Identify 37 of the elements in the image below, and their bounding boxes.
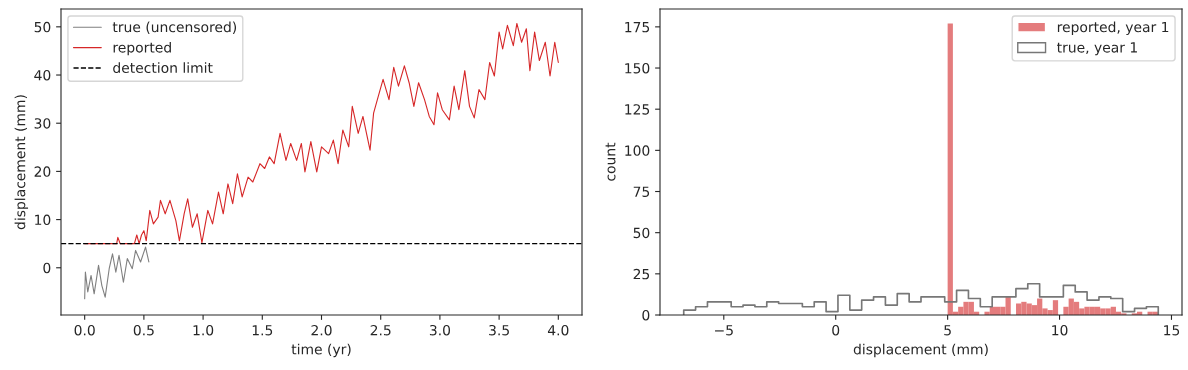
x-tick-label: 2.0 (311, 324, 332, 336)
y-tick-label: 30 (34, 118, 51, 129)
y-tick-label: 75 (633, 186, 650, 197)
legend-label: true, year 1 (1057, 42, 1137, 56)
x-tick-label: 0.5 (133, 324, 154, 336)
y-tick-label: 175 (625, 22, 650, 33)
x-tick-label: 2.5 (370, 324, 391, 336)
x-axis-title: displacement (mm) (853, 343, 988, 358)
x-tick-label: 10 (1052, 324, 1068, 336)
y-tick-label: 10 (35, 214, 51, 226)
y-tick-label: 125 (625, 104, 650, 115)
y-axis-title: count (605, 142, 616, 181)
y-tick-label: 50 (633, 227, 650, 239)
y-tick-label: 20 (34, 166, 51, 177)
x-tick-label: 3.5 (489, 324, 509, 336)
legend-label: true (uncensored) (112, 21, 237, 34)
y-tick-label: 0 (642, 309, 650, 321)
x-tick-label: 5 (944, 325, 951, 336)
x-tick-label: 15 (1164, 325, 1180, 336)
legend-label: reported, year 1 (1057, 21, 1169, 35)
y-axis-title: displacement (mm) (14, 95, 29, 230)
legend-label: detection limit (113, 62, 213, 74)
x-axis-title: time (yr) (291, 343, 351, 358)
legend-label: reported (113, 41, 171, 56)
y-tick-label: 50 (34, 21, 51, 33)
y-tick-label: 40 (34, 69, 51, 81)
x-tick-label: −5 (715, 325, 733, 336)
y-tick-label: 150 (625, 63, 650, 74)
x-tick-label: 4.0 (547, 324, 569, 336)
x-tick-label: 0 (832, 324, 840, 336)
x-tick-label: 3.0 (429, 324, 451, 336)
y-tick-label: 25 (633, 268, 650, 280)
x-tick-label: 1.0 (193, 324, 214, 336)
y-tick-label: 0 (43, 262, 51, 274)
x-tick-label: 1.5 (252, 325, 273, 336)
x-tick-label: 0.0 (74, 324, 95, 336)
y-tick-label: 100 (625, 145, 650, 156)
